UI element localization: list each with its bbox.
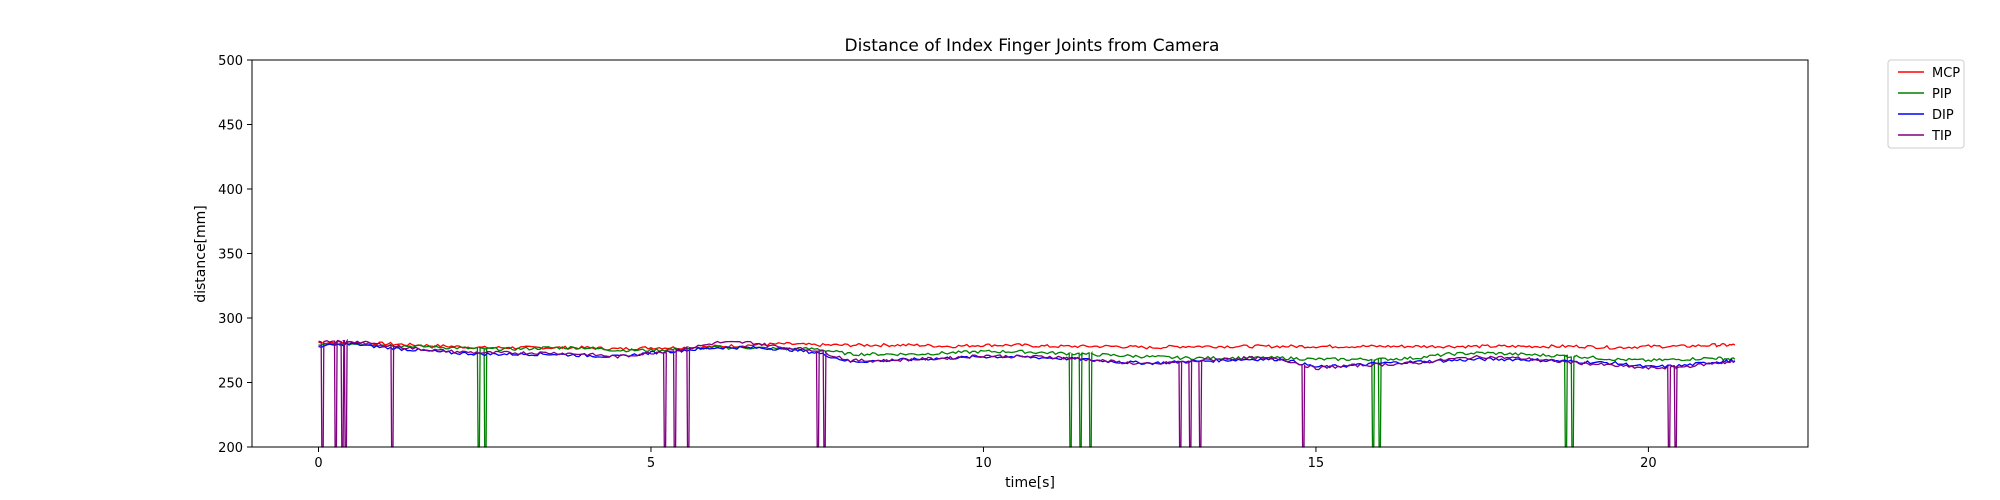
x-axis: 0 5 10 15 20	[314, 447, 1657, 471]
y-axis-label: distance[mm]	[193, 205, 209, 303]
chart-title: Distance of Index Finger Joints from Cam…	[845, 36, 1220, 56]
legend-box	[1887, 59, 1965, 149]
x-tick-label: 20	[1640, 456, 1657, 471]
series-line-dip	[318, 342, 1736, 369]
series-line-tip	[318, 338, 1736, 448]
y-tick-label: 200	[218, 441, 243, 456]
legend-label-pip: PIP	[1932, 87, 1952, 102]
y-tick-label: 400	[218, 183, 243, 198]
y-tick-label: 450	[218, 119, 243, 134]
series-line-pip	[318, 341, 1736, 448]
legend-label-dip: DIP	[1932, 108, 1954, 123]
x-tick-label: 0	[314, 456, 322, 471]
legend: MCP PIP DIP TIP	[1887, 59, 1965, 149]
x-axis-label: time[s]	[1005, 475, 1055, 491]
y-tick-label: 250	[218, 377, 243, 392]
legend-label-mcp: MCP	[1932, 66, 1960, 81]
x-tick-label: 15	[1308, 456, 1325, 471]
y-tick-label: 300	[218, 312, 243, 327]
plot-lines	[318, 338, 1736, 448]
y-axis: 200 250 300 350 400 450 500	[218, 54, 252, 456]
x-tick-label: 10	[975, 456, 992, 471]
legend-label-tip: TIP	[1931, 129, 1952, 144]
y-tick-label: 500	[218, 54, 243, 69]
x-tick-label: 5	[647, 456, 655, 471]
y-tick-label: 350	[218, 248, 243, 263]
